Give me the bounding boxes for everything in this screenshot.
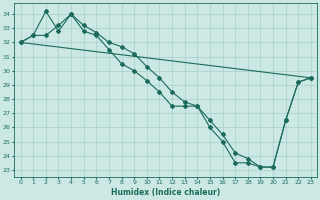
X-axis label: Humidex (Indice chaleur): Humidex (Indice chaleur) — [111, 188, 220, 197]
